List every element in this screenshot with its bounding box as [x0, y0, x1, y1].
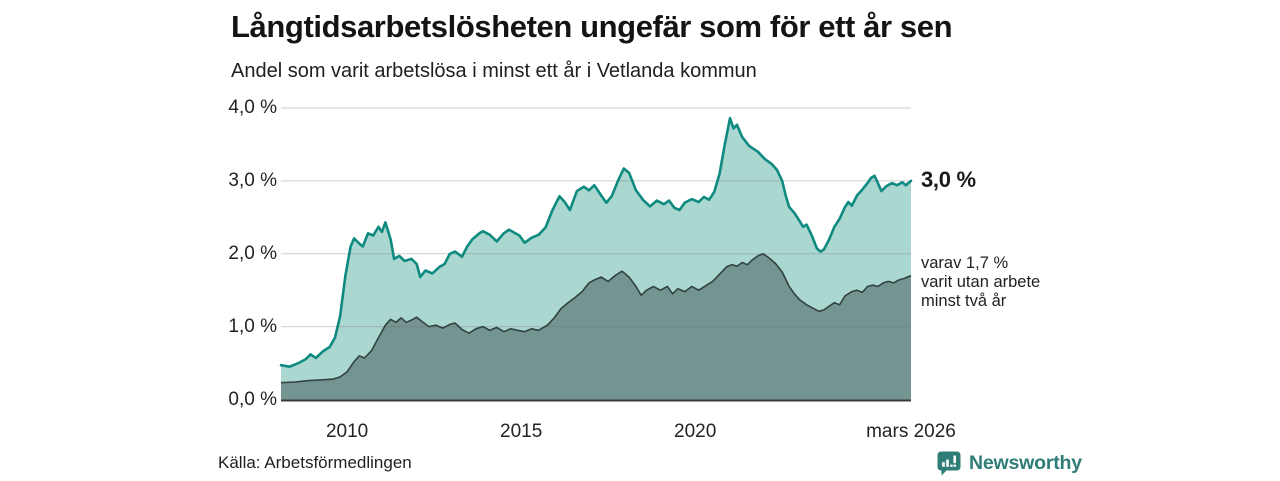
y-tick-label-1,0 %: 1,0 %: [228, 315, 277, 337]
series2-area: [281, 253, 911, 400]
x-tick-label-mars 2026: mars 2026: [866, 421, 956, 442]
y-tick-label-3,0 %: 3,0 %: [228, 169, 277, 191]
source-attribution: Källa: Arbetsförmedlingen: [218, 453, 412, 472]
y-tick-label-4,0 %: 4,0 %: [228, 97, 277, 118]
newsworthy-bubble-chart-icon: [936, 450, 962, 476]
series1-end-value-label: 3,0 %: [921, 167, 976, 192]
series2-line: [280, 253, 912, 384]
series2-end-note: varav 1,7 % varit utan arbete minst två …: [921, 254, 1040, 310]
y-tick-label-0,0 %: 0,0 %: [228, 388, 277, 410]
x-tick-label-2020: 2020: [674, 421, 717, 442]
x-tick-label-2015: 2015: [500, 421, 543, 442]
end-note-line3: minst två år: [921, 291, 1007, 310]
brand-name: Newsworthy: [969, 451, 1082, 474]
x-tick-label-2010: 2010: [325, 421, 369, 442]
y-tick-label-2,0 %: 2,0 %: [228, 242, 277, 264]
page-title: Långtidsarbetslösheten ungefär som för e…: [231, 9, 953, 44]
chart-subtitle: Andel som varit arbetslösa i minst ett å…: [231, 60, 757, 82]
series1-line: [279, 116, 913, 368]
end-note-line2: varit utan arbete: [921, 272, 1041, 291]
brand-logo: Newsworthy: [936, 450, 1082, 476]
end-note-line1: varav 1,7 %: [921, 254, 1009, 272]
